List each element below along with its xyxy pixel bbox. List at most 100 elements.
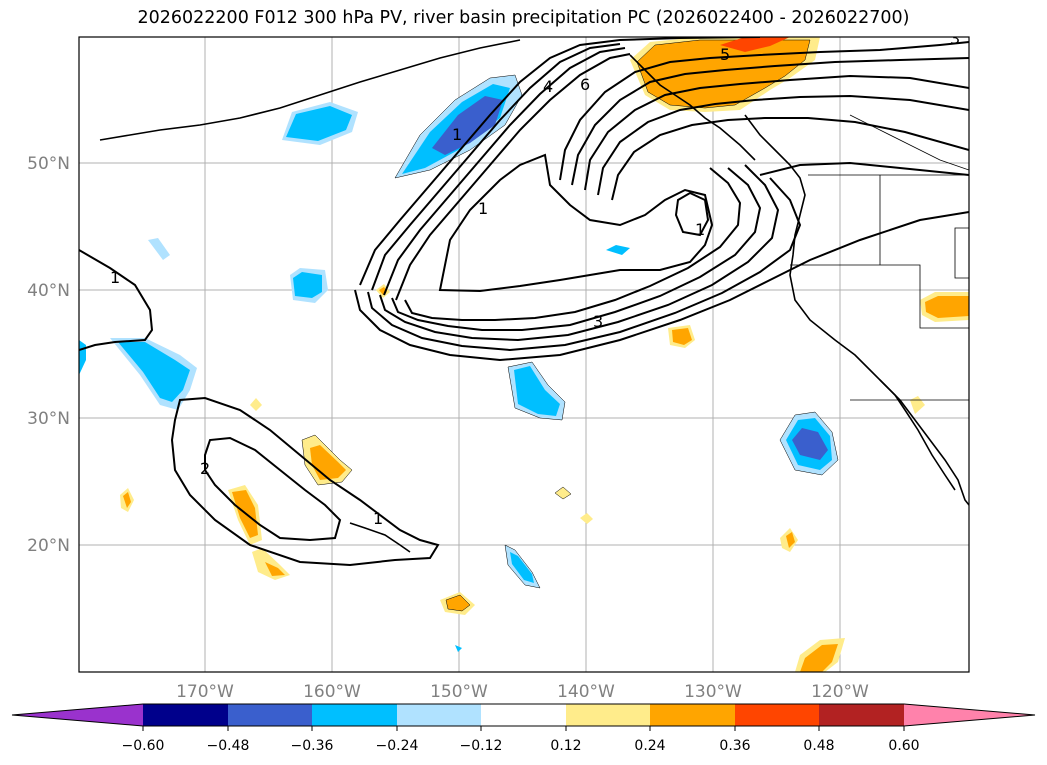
pv-contour (354, 211, 969, 362)
longitude-labels: 170°W 160°W 150°W 140°W 130°W 120°W (176, 682, 869, 702)
precip-area (792, 428, 828, 460)
pv-contour-label: 1 (373, 509, 383, 528)
pv-contour-label: 1 (110, 268, 120, 287)
pv-contour (571, 57, 969, 186)
pv-contour-label: 1 (452, 125, 462, 144)
colorbar-bin (566, 704, 650, 726)
pv-contour-label: 3 (593, 312, 603, 331)
lat-label: 40°N (27, 281, 70, 301)
precip-area (606, 245, 630, 255)
precip-area (672, 328, 692, 345)
precip-area (455, 645, 462, 652)
colorbar-tick-label: 0.24 (634, 738, 665, 754)
precip-area (445, 594, 471, 612)
colorbar-bin (735, 704, 819, 726)
precip-area (925, 296, 969, 318)
pv-contour (383, 47, 626, 296)
precip-area (510, 552, 534, 583)
map-content: 1 1 2 1 1 3 4 5 6 1 3 (79, 29, 969, 672)
precip-area (293, 272, 322, 298)
lon-label: 120°W (811, 682, 869, 702)
lon-label: 160°W (303, 682, 361, 702)
pv-contour (438, 153, 714, 293)
coastline (744, 114, 969, 506)
colorbar-bin (819, 704, 904, 726)
colorbar-extend-high (904, 704, 1035, 726)
precip-area (118, 342, 190, 402)
pv-contour-label: 2 (200, 459, 210, 478)
pv-contour (170, 396, 440, 567)
precip-area (286, 106, 352, 141)
colorbar-tick-label: −0.12 (460, 738, 503, 754)
colorbar-tick-label: −0.24 (376, 738, 419, 754)
colorbar-tick-label: −0.48 (207, 738, 250, 754)
pv-contours (79, 37, 969, 567)
lat-label: 30°N (27, 409, 70, 429)
pv-contour-labels: 1 1 2 1 1 3 4 5 6 1 3 (110, 29, 960, 528)
colorbar-bin (143, 704, 228, 726)
colorbar-bin (312, 704, 397, 726)
coastlines (99, 39, 969, 553)
pv-contour (404, 167, 742, 321)
precip-area (910, 396, 925, 414)
colorbar-tick-label: 0.48 (803, 738, 834, 754)
pv-contour-label: 4 (543, 77, 553, 96)
colorbar-bin (228, 704, 312, 726)
latitude-labels: 50°N 40°N 30°N 20°N (27, 154, 70, 556)
precip-area (432, 96, 503, 155)
pv-contour-label: 3 (950, 29, 960, 48)
precip-area (580, 513, 593, 524)
precip-area (720, 37, 790, 52)
colorbar-bin (481, 704, 566, 726)
colorbar-extend-low (12, 704, 143, 726)
map-frame (78, 36, 970, 673)
pv-contour (395, 53, 631, 301)
pv-contour (371, 43, 621, 291)
coastline (349, 522, 411, 553)
precip-area (554, 486, 572, 500)
pv-contour (79, 249, 154, 351)
precip-area (250, 398, 262, 411)
colorbar: −0.60 −0.48 −0.36 −0.24 −0.12 0.12 0.24 … (11, 703, 1036, 754)
precip-area (123, 492, 131, 508)
pv-contour (559, 41, 969, 181)
lon-label: 170°W (176, 682, 234, 702)
pv-contour (611, 117, 969, 201)
pv-contour-label: 1 (478, 199, 488, 218)
colorbar-bin (650, 704, 735, 726)
precip-negative-areas (79, 74, 839, 652)
lat-label: 50°N (27, 154, 70, 174)
pv-contour-label: 1 (695, 220, 705, 239)
pv-contour (379, 164, 780, 342)
border (790, 264, 969, 329)
map-title: 2026022200 F012 300 hPa PV, river basin … (137, 8, 910, 28)
colorbar-tick-label: −0.60 (122, 738, 165, 754)
lon-label: 130°W (684, 682, 742, 702)
colorbar-bin (397, 704, 481, 726)
precip-area (148, 238, 170, 260)
colorbar-tick-label: 0.36 (719, 738, 750, 754)
coastline (629, 54, 756, 161)
lat-label: 20°N (27, 536, 70, 556)
borders (790, 114, 969, 401)
lon-label: 150°W (430, 682, 488, 702)
pv-contour (674, 191, 710, 237)
coastline (879, 379, 956, 491)
coastline (99, 39, 521, 141)
colorbar-tick-label: −0.36 (291, 738, 334, 754)
pv-contour (584, 74, 969, 191)
precip-area (514, 366, 560, 416)
precip-area (265, 562, 285, 576)
pv-contour (759, 161, 969, 176)
pv-contour-label: 5 (720, 45, 730, 64)
pv-contour (367, 177, 802, 352)
pv-contour (391, 167, 762, 331)
pv-contour-label: 6 (580, 75, 590, 94)
pv-contour (204, 436, 342, 542)
pv-contour (359, 37, 761, 286)
colorbar-tick-label: 0.12 (550, 738, 581, 754)
pv-contour (597, 94, 969, 196)
colorbar-ticks (142, 726, 905, 731)
lon-label: 140°W (557, 682, 615, 702)
